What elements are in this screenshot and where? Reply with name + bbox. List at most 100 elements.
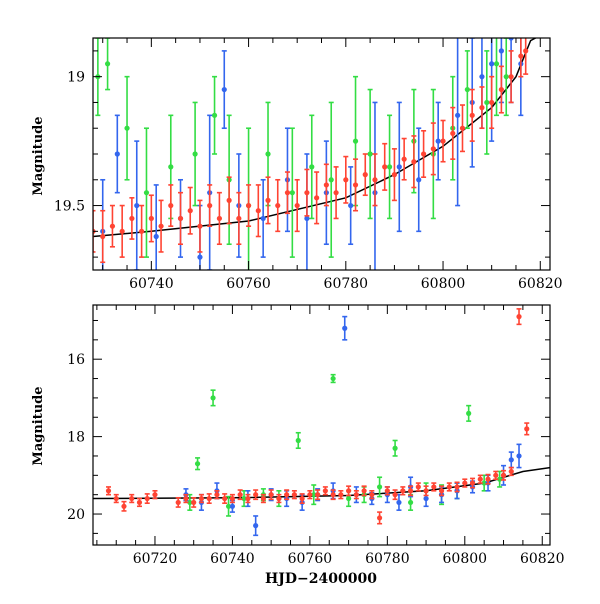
top-data-point xyxy=(284,190,291,196)
bottom-data-point xyxy=(253,492,259,498)
top-y-tick-label: 19 xyxy=(67,70,85,86)
bottom-data-point xyxy=(136,499,143,506)
top-data-point xyxy=(153,233,159,240)
bottom-data-point xyxy=(222,495,228,502)
bottom-data-point xyxy=(129,495,135,502)
bottom-data-point xyxy=(253,523,259,529)
top-data-point xyxy=(508,74,514,80)
top-data-point xyxy=(275,202,281,209)
top-data-point xyxy=(197,254,203,260)
bottom-data-point xyxy=(241,495,247,502)
bottom-data-point xyxy=(466,410,472,416)
bottom-data-point xyxy=(493,472,499,478)
bottom-data-point xyxy=(260,495,267,502)
bottom-data-point xyxy=(245,495,251,502)
bottom-data-point xyxy=(105,488,112,494)
top-data-point xyxy=(124,125,130,131)
bottom-y-tick-label: 20 xyxy=(67,507,85,523)
top-data-point xyxy=(289,190,295,196)
bottom-plot-frame xyxy=(92,304,551,546)
top-data-point xyxy=(420,151,427,157)
bottom-x-tick-label: 60760 xyxy=(288,551,333,567)
bottom-data-point xyxy=(508,468,514,475)
top-data-point xyxy=(255,208,261,214)
top-data-point xyxy=(333,190,339,196)
top-y-tick-label: 19.5 xyxy=(54,199,85,215)
bottom-data-point xyxy=(396,499,402,506)
top-data-point xyxy=(416,177,422,183)
top-data-point xyxy=(343,177,349,183)
top-data-point xyxy=(484,99,490,106)
top-data-point xyxy=(508,38,514,41)
bottom-x-axis-label: HJD−2400000 xyxy=(265,571,377,587)
top-x-tick-label: 60820 xyxy=(518,276,563,292)
top-data-point xyxy=(323,182,329,188)
bottom-x-tick-label: 60780 xyxy=(365,551,410,567)
bottom-axis-ticks: 60720 60740 60760 60780 60800 60820 16 18 20 xyxy=(67,305,565,567)
bottom-data-points xyxy=(105,308,530,537)
bottom-data-point xyxy=(237,492,243,498)
bottom-data-point xyxy=(346,488,352,494)
bottom-data-point xyxy=(497,476,503,482)
bottom-data-point xyxy=(276,495,282,502)
top-data-point xyxy=(114,151,120,157)
bottom-data-point xyxy=(438,488,445,494)
top-panel: Magnitude 60740 60760 60780 60800 60820 19 19.… xyxy=(31,37,563,292)
bottom-data-point xyxy=(330,492,336,498)
top-y-axis-label: Magnitude xyxy=(31,116,46,195)
bottom-data-point xyxy=(338,492,344,498)
top-data-point xyxy=(435,138,441,144)
bottom-data-point xyxy=(311,492,317,498)
bottom-data-point xyxy=(152,492,158,498)
top-data-point xyxy=(211,112,218,118)
top-data-point xyxy=(304,190,310,196)
bottom-data-point xyxy=(384,488,390,494)
top-data-point xyxy=(464,86,470,93)
top-data-point xyxy=(498,48,504,54)
bottom-data-point xyxy=(485,476,491,482)
bottom-data-point xyxy=(322,488,328,494)
top-data-point xyxy=(401,156,407,162)
top-data-point xyxy=(503,74,509,80)
bottom-data-point xyxy=(210,395,216,401)
bottom-data-point xyxy=(392,492,398,498)
top-data-point xyxy=(158,223,164,229)
bottom-y-tick-label: 18 xyxy=(67,430,85,446)
top-data-point xyxy=(119,228,125,234)
bottom-data-point xyxy=(187,499,193,506)
bottom-data-point xyxy=(423,488,429,494)
top-data-point xyxy=(523,48,529,54)
bottom-data-point xyxy=(431,484,437,490)
top-data-point xyxy=(134,202,140,209)
top-data-point xyxy=(143,190,150,196)
bottom-data-point xyxy=(284,492,290,498)
top-data-point xyxy=(216,215,223,222)
top-plot-frame xyxy=(92,37,551,271)
top-data-point xyxy=(489,99,495,106)
bottom-y-axis-label: Magnitude xyxy=(31,386,46,465)
top-data-point xyxy=(197,223,203,229)
top-data-point xyxy=(168,164,174,170)
bottom-data-point xyxy=(508,457,514,463)
bottom-data-point xyxy=(330,375,336,382)
bottom-data-point xyxy=(376,515,383,521)
top-data-point xyxy=(139,228,145,234)
bottom-data-point xyxy=(346,495,352,502)
bottom-data-point xyxy=(446,484,452,490)
top-data-point xyxy=(459,125,466,131)
top-data-point xyxy=(221,86,227,93)
bottom-data-point xyxy=(500,472,507,478)
bottom-data-point xyxy=(307,492,313,498)
bottom-data-point xyxy=(369,492,375,498)
bottom-data-point xyxy=(516,453,522,459)
top-data-point xyxy=(207,202,213,209)
top-data-point xyxy=(455,112,461,118)
top-data-point xyxy=(148,215,154,222)
top-data-point xyxy=(294,202,300,209)
bottom-data-point xyxy=(229,503,236,509)
top-data-point xyxy=(187,208,193,214)
top-data-point xyxy=(450,130,456,136)
top-data-point xyxy=(129,215,135,222)
top-data-point xyxy=(440,138,446,144)
bottom-data-point xyxy=(194,461,201,467)
